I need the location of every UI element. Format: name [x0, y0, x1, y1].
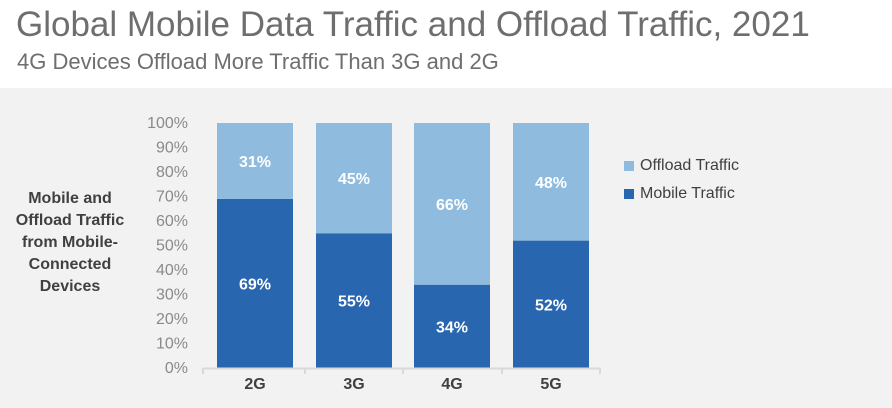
- y-axis-label: Mobile and Offload Traffic from Mobile-C…: [15, 190, 125, 295]
- legend-item-offload: Offload Traffic: [624, 152, 739, 180]
- x-tick-label-5g: 5G: [540, 376, 561, 393]
- y-tick-label: 40%: [156, 262, 188, 279]
- y-tick-label: 20%: [156, 311, 188, 328]
- bar-mobile-5g: [513, 240, 589, 368]
- y-tick-label: 60%: [156, 213, 188, 230]
- data-label-mobile-4g: 34%: [436, 319, 468, 336]
- data-label-offload-3g: 45%: [338, 171, 370, 188]
- bar-mobile-2g: [217, 198, 293, 368]
- data-label-offload-2g: 31%: [239, 154, 271, 171]
- chart-header: Global Mobile Data Traffic and Offload T…: [0, 0, 892, 86]
- x-tick-label-3g: 3G: [343, 376, 364, 393]
- y-tick-label: 50%: [156, 238, 188, 255]
- y-tick-label: 70%: [156, 189, 188, 206]
- y-tick-label: 80%: [156, 164, 188, 181]
- y-tick-label: 0%: [165, 360, 188, 377]
- legend-swatch-offload: [624, 161, 634, 171]
- bar-offload-4g: [414, 123, 490, 285]
- y-tick-label: 100%: [147, 115, 188, 132]
- data-label-mobile-3g: 55%: [338, 294, 370, 311]
- y-tick-label: 30%: [156, 287, 188, 304]
- legend-item-mobile: Mobile Traffic: [624, 180, 739, 208]
- bar-mobile-3g: [316, 233, 392, 368]
- bar-offload-2g: [217, 123, 293, 199]
- bar-offload-5g: [513, 123, 589, 241]
- data-label-mobile-5g: 52%: [535, 297, 567, 314]
- legend-label-offload: Offload Traffic: [640, 157, 740, 174]
- chart-subtitle: 4G Devices Offload More Traffic Than 3G …: [17, 49, 499, 74]
- bar-mobile-4g: [414, 284, 490, 368]
- x-tick-label-2g: 2G: [244, 376, 265, 393]
- chart-legend: Offload Traffic Mobile Traffic: [624, 152, 739, 208]
- y-tick-label: 10%: [156, 336, 188, 353]
- data-label-mobile-2g: 69%: [239, 276, 271, 293]
- data-label-offload-5g: 48%: [535, 175, 567, 192]
- y-tick-label: 90%: [156, 140, 188, 157]
- bar-offload-3g: [316, 123, 392, 234]
- chart-title: Global Mobile Data Traffic and Offload T…: [16, 5, 810, 44]
- legend-swatch-mobile: [624, 189, 634, 199]
- x-tick-label-4g: 4G: [441, 376, 462, 393]
- data-label-offload-4g: 66%: [436, 197, 468, 214]
- legend-label-mobile: Mobile Traffic: [640, 185, 735, 202]
